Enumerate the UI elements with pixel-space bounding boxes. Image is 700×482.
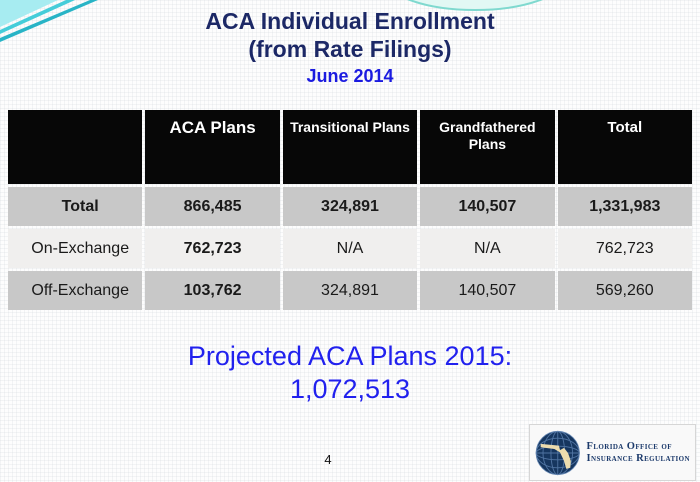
off-exchange-transitional-value: 324,891 [282, 271, 418, 310]
total-grandfathered-value: 140,507 [420, 187, 555, 226]
header-empty-cell [8, 110, 143, 184]
enrollment-table: ACA Plans Transitional Plans Grandfather… [5, 107, 695, 313]
projection-text: Projected ACA Plans 2015: 1,072,513 [0, 340, 700, 406]
logo-text-line1: Florida Office of [586, 440, 672, 452]
off-exchange-grandfathered-value: 140,507 [420, 271, 555, 310]
header-grandfathered-plans: Grandfathered Plans [420, 110, 555, 184]
slide-title-line1: ACA Individual Enrollment [205, 8, 495, 34]
enrollment-table-wrap: ACA Plans Transitional Plans Grandfather… [5, 107, 695, 313]
globe-florida-icon [535, 430, 580, 475]
header-transitional-plans: Transitional Plans [282, 110, 418, 184]
header-total: Total [557, 110, 692, 184]
total-transitional-value: 324,891 [282, 187, 418, 226]
page-number: 4 [324, 452, 332, 467]
row-label-off-exchange: Off-Exchange [8, 271, 143, 310]
on-exchange-grandfathered-value: N/A [420, 229, 555, 268]
table-row-on-exchange: On-Exchange 762,723 N/A N/A 762,723 [8, 229, 692, 268]
row-label-total: Total [8, 187, 143, 226]
header-aca-plans: ACA Plans [145, 110, 280, 184]
corner-swoosh-decoration [0, 0, 98, 42]
table-header-row: ACA Plans Transitional Plans Grandfather… [8, 110, 692, 184]
florida-oir-logo: Florida Office of Insurance Regulation [529, 424, 696, 481]
off-exchange-aca-value: 103,762 [145, 271, 280, 310]
logo-text: Florida Office of Insurance Regulation [587, 441, 690, 465]
projection-line2: 1,072,513 [289, 374, 411, 404]
on-exchange-total-value: 762,723 [557, 229, 692, 268]
slide-subtitle-date: June 2014 [306, 66, 394, 86]
on-exchange-aca-value: 762,723 [145, 229, 280, 268]
total-aca-value: 866,485 [145, 187, 280, 226]
on-exchange-transitional-value: N/A [282, 229, 418, 268]
top-arc-decoration [407, 0, 543, 11]
title-block: ACA Individual Enrollment (from Rate Fil… [0, 7, 700, 87]
logo-text-line2: Insurance Regulation [586, 452, 690, 464]
off-exchange-total-value: 569,260 [557, 271, 692, 310]
projection-line1: Projected ACA Plans 2015: [187, 341, 513, 371]
total-total-value: 1,331,983 [557, 187, 692, 226]
row-label-on-exchange: On-Exchange [8, 229, 143, 268]
table-row-total: Total 866,485 324,891 140,507 1,331,983 [8, 187, 692, 226]
slide-title-line2: (from Rate Filings) [248, 36, 452, 62]
table-row-off-exchange: Off-Exchange 103,762 324,891 140,507 569… [8, 271, 692, 310]
